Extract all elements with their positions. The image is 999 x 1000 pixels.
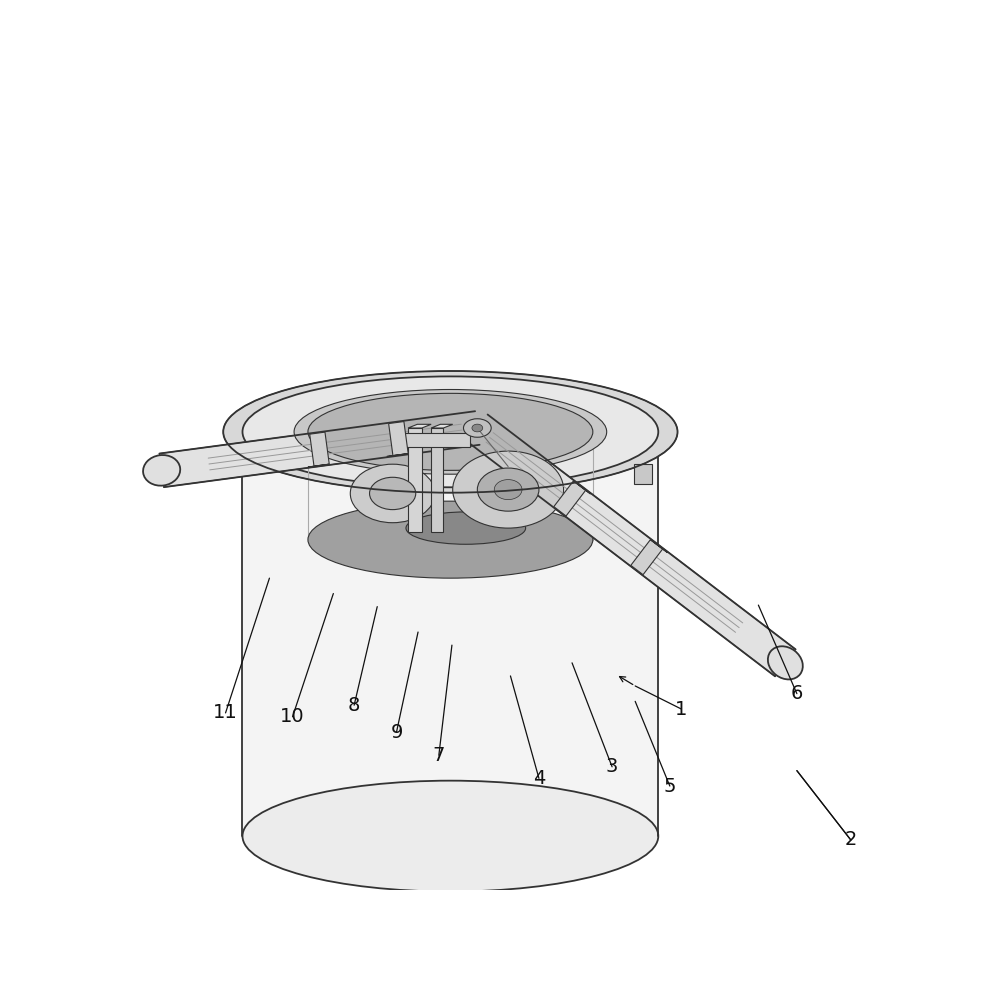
Polygon shape — [308, 464, 330, 467]
Polygon shape — [633, 464, 652, 484]
Ellipse shape — [243, 781, 658, 892]
Ellipse shape — [495, 480, 522, 500]
Ellipse shape — [308, 501, 592, 578]
Text: 8: 8 — [348, 696, 361, 715]
Polygon shape — [432, 428, 444, 532]
Text: 9: 9 — [391, 723, 403, 742]
Polygon shape — [389, 422, 409, 456]
Ellipse shape — [223, 371, 677, 493]
Polygon shape — [401, 433, 470, 447]
Ellipse shape — [453, 451, 563, 528]
Text: 1: 1 — [675, 700, 687, 719]
Text: 2: 2 — [844, 830, 857, 849]
Polygon shape — [160, 411, 480, 487]
Text: 4: 4 — [532, 769, 545, 788]
Text: 3: 3 — [606, 757, 618, 776]
Text: 7: 7 — [433, 746, 445, 765]
Polygon shape — [553, 481, 585, 516]
Ellipse shape — [472, 424, 483, 432]
Text: 5: 5 — [663, 777, 676, 796]
Text: 10: 10 — [281, 707, 305, 726]
Ellipse shape — [768, 646, 803, 679]
Polygon shape — [408, 428, 422, 532]
Ellipse shape — [464, 419, 492, 437]
Text: 11: 11 — [213, 703, 238, 722]
Ellipse shape — [294, 389, 606, 474]
Ellipse shape — [143, 455, 180, 486]
Polygon shape — [630, 540, 662, 575]
Polygon shape — [432, 424, 453, 428]
Ellipse shape — [406, 512, 525, 544]
Polygon shape — [310, 432, 330, 466]
Ellipse shape — [370, 477, 416, 510]
Polygon shape — [408, 424, 432, 428]
Text: 6: 6 — [790, 684, 803, 703]
Polygon shape — [243, 432, 658, 836]
Ellipse shape — [243, 376, 658, 487]
Polygon shape — [573, 481, 590, 494]
Polygon shape — [468, 415, 795, 676]
Ellipse shape — [308, 393, 592, 470]
Ellipse shape — [478, 468, 538, 511]
Ellipse shape — [351, 464, 435, 523]
Polygon shape — [387, 454, 409, 456]
Polygon shape — [650, 540, 667, 553]
